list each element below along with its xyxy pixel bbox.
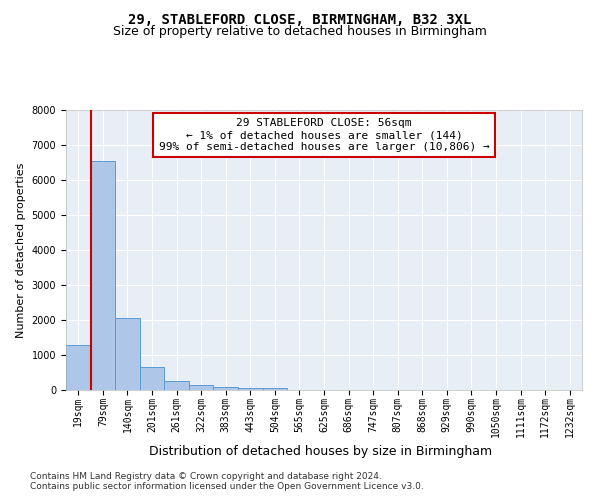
Bar [238, 388, 263, 390]
Bar [91, 161, 115, 390]
Text: 29, STABLEFORD CLOSE, BIRMINGHAM, B32 3XL: 29, STABLEFORD CLOSE, BIRMINGHAM, B32 3X… [128, 12, 472, 26]
Text: 29 STABLEFORD CLOSE: 56sqm
← 1% of detached houses are smaller (144)
99% of semi: 29 STABLEFORD CLOSE: 56sqm ← 1% of detac… [158, 118, 490, 152]
Text: Distribution of detached houses by size in Birmingham: Distribution of detached houses by size … [149, 444, 493, 458]
Y-axis label: Number of detached properties: Number of detached properties [16, 162, 26, 338]
Bar [263, 388, 287, 390]
Bar [189, 386, 214, 390]
Bar [140, 367, 164, 390]
Bar [115, 318, 140, 390]
Bar [214, 386, 238, 390]
Text: Size of property relative to detached houses in Birmingham: Size of property relative to detached ho… [113, 25, 487, 38]
Text: Contains public sector information licensed under the Open Government Licence v3: Contains public sector information licen… [30, 482, 424, 491]
Bar [164, 381, 189, 390]
Text: Contains HM Land Registry data © Crown copyright and database right 2024.: Contains HM Land Registry data © Crown c… [30, 472, 382, 481]
Bar [66, 344, 91, 390]
